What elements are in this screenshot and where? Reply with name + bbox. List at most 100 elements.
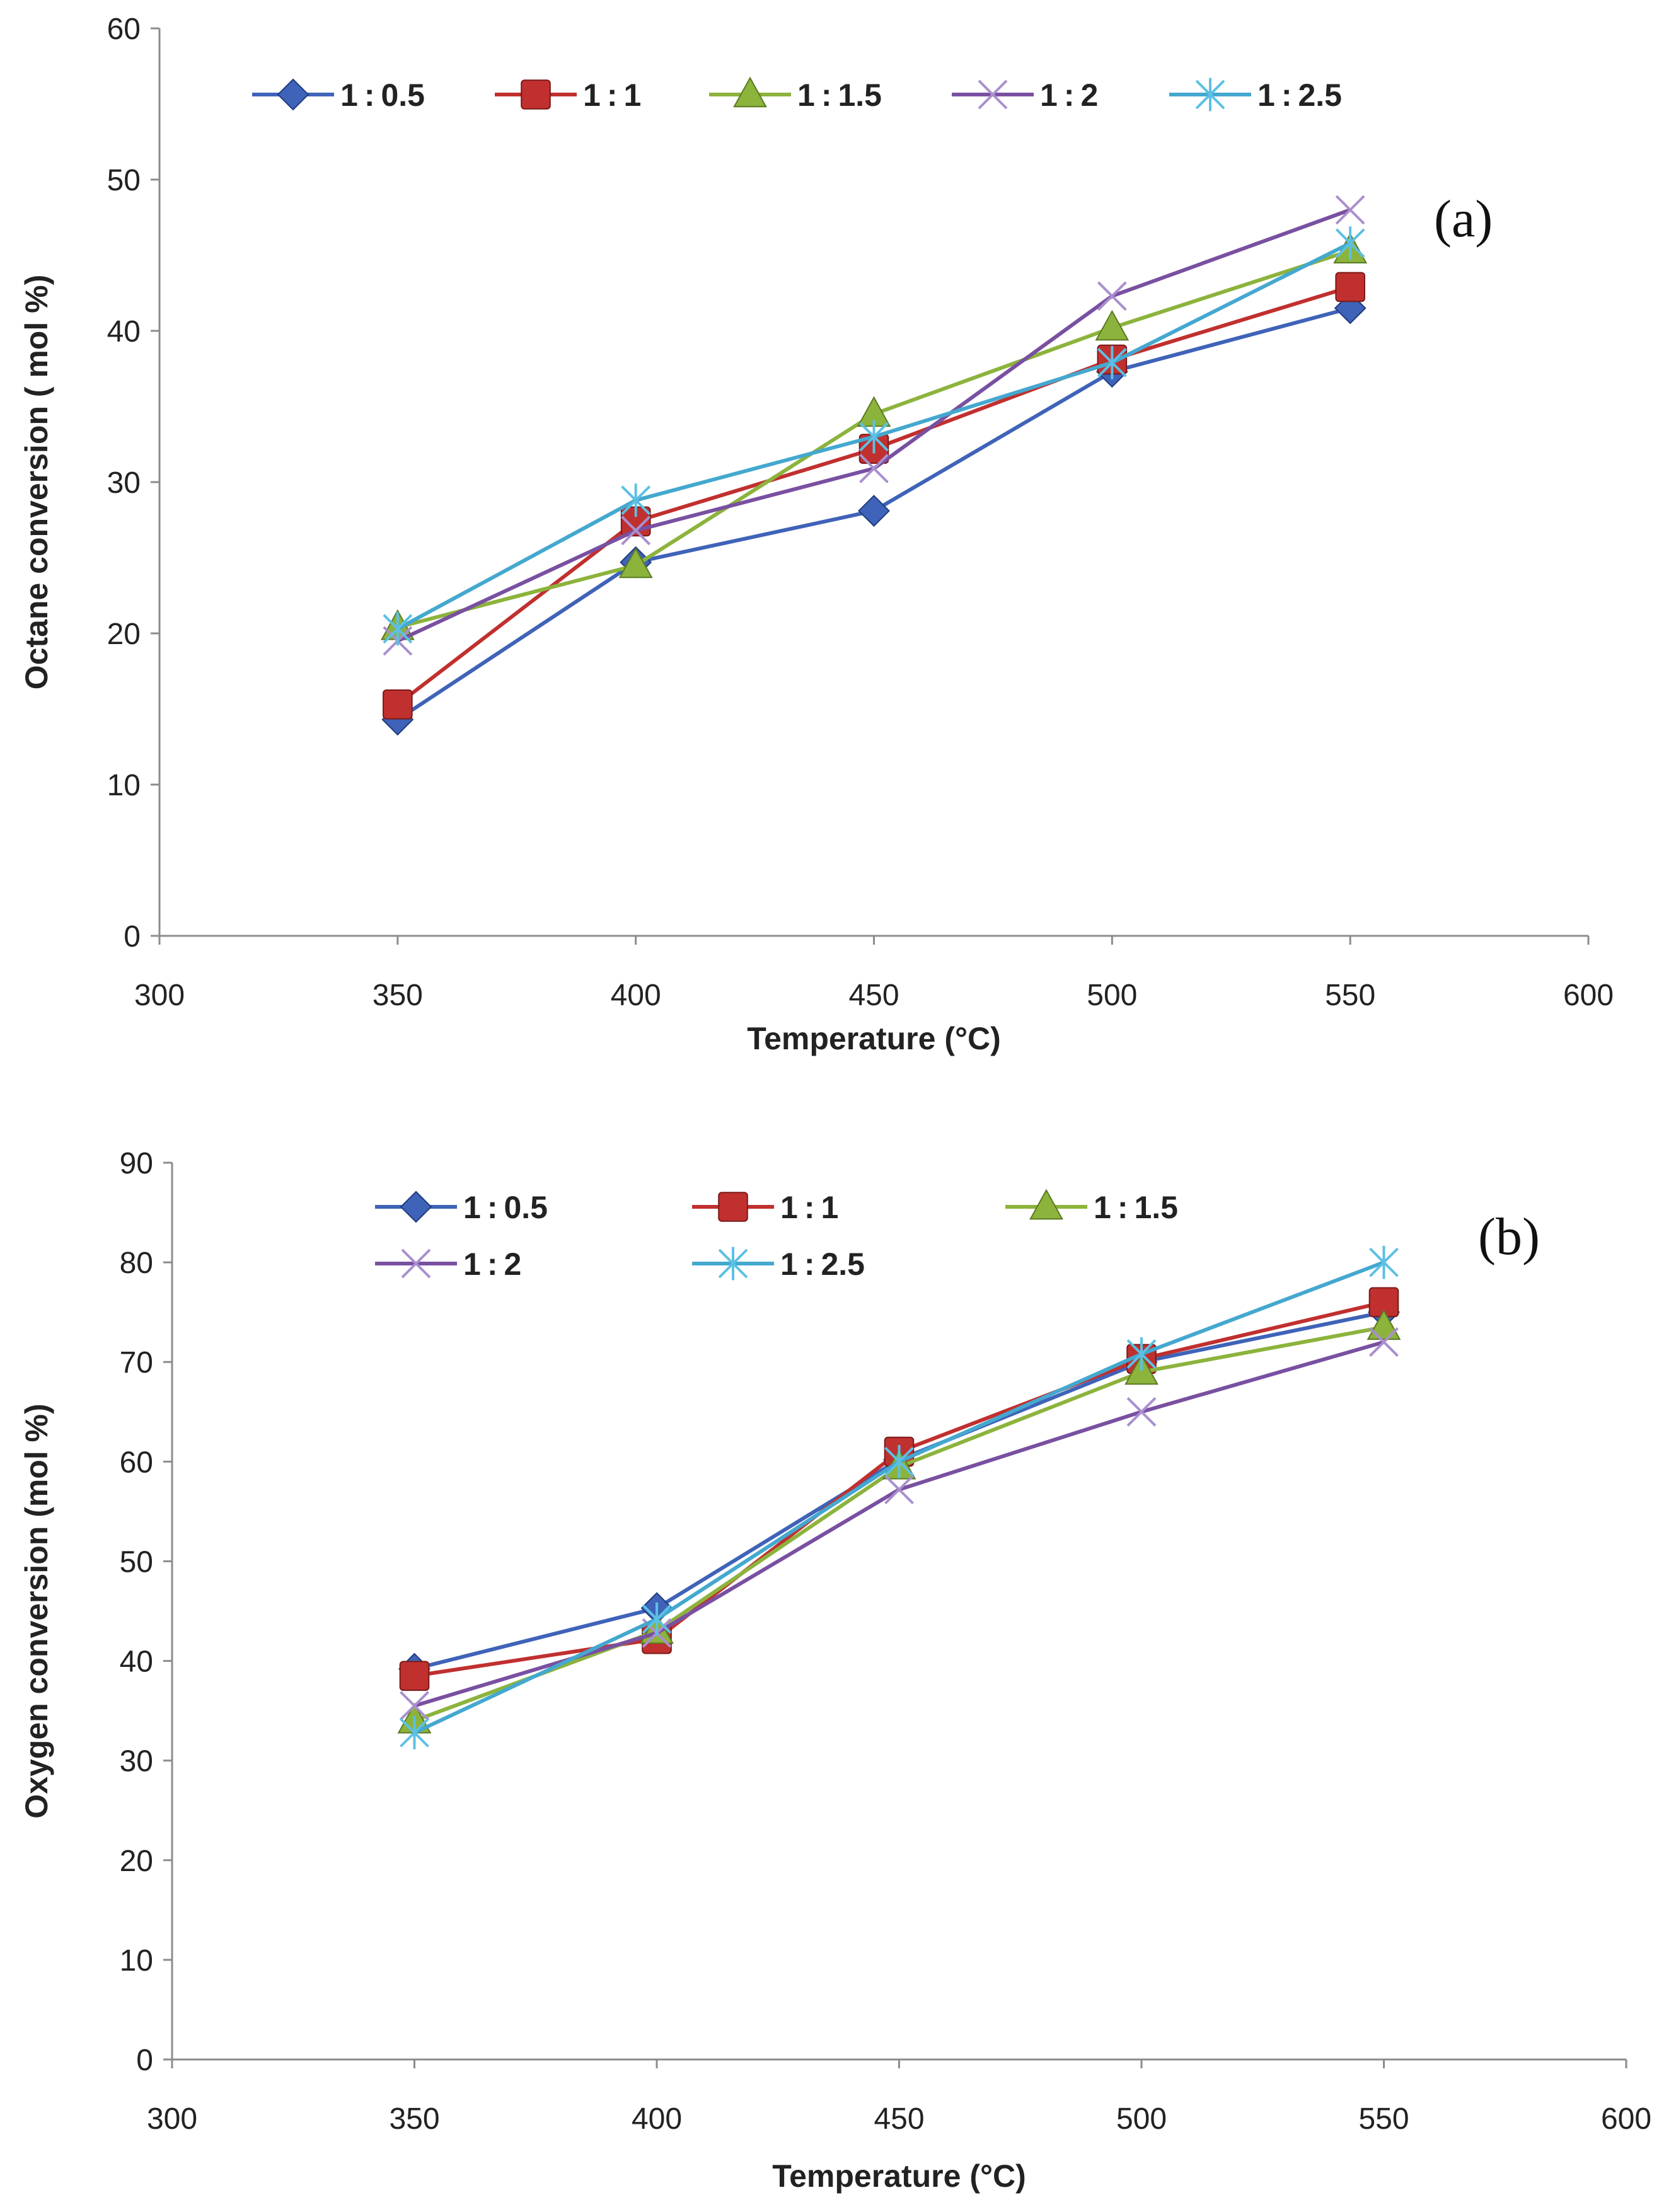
legend-label: 1 : 0.5 [340,78,425,113]
y-tick-label: 20 [107,618,141,651]
legend-label: 1 : 1.5 [797,78,882,113]
x-tick-label: 500 [1116,2102,1167,2136]
legend-label: 1 : 2 [1040,78,1098,113]
legend-label: 1 : 2.5 [1257,78,1342,113]
data-point [400,1691,429,1721]
y-tick-label: 0 [124,920,141,953]
data-point [618,547,653,579]
panel-label: (b) [1478,1207,1540,1266]
legend-item-1-1-5: 1 : 1.5 [1005,1189,1178,1225]
data-point [621,516,651,546]
legend-marker [978,79,1008,110]
x-tick-label: 600 [1601,2102,1651,2136]
data-point [1126,1397,1157,1427]
legend-label: 1 : 2.5 [780,1247,865,1282]
y-tick-label: 20 [120,1845,153,1878]
legend-item-1-2-5: 1 : 2.5 [692,1247,865,1282]
series-1-0-5 [381,292,1367,736]
legend-item-1-1: 1 : 1 [692,1190,838,1225]
y-axis-title: Octane conversion ( mol %) [19,275,54,689]
legend-item-1-1: 1 : 1 [495,78,641,113]
y-tick-label: 70 [120,1346,153,1380]
x-tick-label: 550 [1325,979,1375,1012]
data-point [859,453,889,483]
legend-marker [401,1248,431,1279]
legend: 1 : 0.5 1 : 1 1 : 1.5 1 : 2 1 : 2.5 [375,1189,1178,1282]
legend-marker [718,1192,748,1222]
data-point [400,1716,429,1749]
data-point [884,1475,914,1505]
x-tick-label: 300 [147,2102,197,2136]
legend-marker [521,79,551,110]
data-point [1369,1245,1399,1279]
x-tick-label: 550 [1358,2102,1409,2136]
data-point [1335,195,1365,225]
legend-label: 1 : 1.5 [1094,1190,1178,1225]
legend-marker [733,76,767,108]
y-tick-label: 50 [107,164,141,197]
legend-label: 1 : 1 [780,1190,838,1225]
y-axis-title: Oxygen conversion (mol %) [19,1403,54,1818]
data-point [858,495,890,527]
y-tick-label: 40 [120,1645,153,1679]
x-tick-label: 300 [134,979,185,1012]
data-point [383,612,413,646]
legend-marker [277,78,309,111]
data-point [859,420,889,454]
x-tick-label: 400 [611,979,661,1012]
legend-marker [400,1190,432,1223]
data-point [1097,281,1127,311]
y-tick-label: 30 [107,466,141,500]
legend-item-1-2-5: 1 : 2.5 [1169,78,1342,113]
y-tick-label: 10 [107,769,141,802]
x-tick-label: 500 [1087,979,1137,1012]
data-point [399,1661,430,1691]
series-1-2-5 [383,226,1365,646]
legend-item-1-2: 1 : 2 [952,78,1098,113]
series-1-2-5 [400,1245,1399,1749]
x-tick-label: 600 [1563,979,1614,1012]
data-point [1369,1327,1399,1357]
x-tick-label: 450 [848,979,899,1012]
chart-panel-a: 0 10 20 30 40 50 60 300 350 400 450 500 550 600 Temper… [19,13,1614,1056]
x-tick-label: 350 [373,979,423,1012]
chart-panel-b: 0 10 20 30 40 50 60 70 80 90 300 350 400 450 500 550 600… [19,1147,1651,2194]
y-tick-label: 60 [120,1446,153,1479]
data-point [1335,272,1365,302]
legend-item-1-1-5: 1 : 1.5 [709,76,882,113]
y-tick-label: 80 [120,1247,153,1280]
legend-item-1-0-5: 1 : 0.5 [252,78,425,113]
x-axis-title: Temperature (°C) [772,2158,1026,2194]
legend-marker [718,1247,748,1281]
legend-marker [1029,1189,1063,1220]
data-point [621,483,651,517]
y-tick-label: 60 [107,13,141,46]
legend: 1 : 0.5 1 : 1 1 : 1.5 1 : 2 1 : 2.5 [252,76,1342,113]
x-tick-label: 350 [389,2102,439,2136]
data-point [383,689,413,720]
legend-item-1-0-5: 1 : 0.5 [375,1190,548,1225]
data-point [1097,346,1127,379]
y-tick-label: 40 [107,315,141,349]
legend-label: 1 : 1 [583,78,641,113]
legend-marker [1195,78,1225,112]
data-point [642,1602,672,1636]
y-tick-label: 90 [120,1147,153,1180]
y-tick-label: 10 [120,1944,153,1978]
legend-label: 1 : 0.5 [463,1190,548,1225]
data-point [884,1444,914,1478]
data-point [1126,1337,1157,1371]
data-point [1367,1309,1401,1340]
panel-label: (a) [1434,190,1493,248]
y-tick-label: 30 [120,1745,153,1778]
x-axis-title: Temperature (°C) [747,1021,1000,1056]
legend-label: 1 : 2 [463,1247,521,1282]
y-tick-label: 0 [136,2044,153,2077]
data-point [1335,226,1365,260]
x-tick-label: 450 [874,2102,924,2136]
x-tick-label: 400 [632,2102,682,2136]
series-line [413,1340,1385,1708]
data-point [1095,309,1130,341]
series-1-2 [400,1327,1399,1721]
